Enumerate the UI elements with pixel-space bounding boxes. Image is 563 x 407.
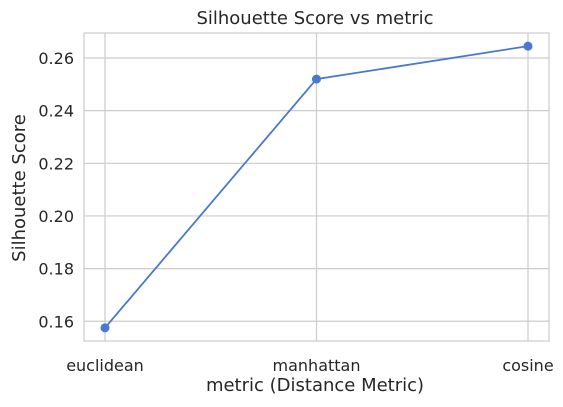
x-gridlines xyxy=(104,33,529,341)
y-tick-label: 0.16 xyxy=(38,312,74,331)
y-tick-label: 0.24 xyxy=(38,102,74,121)
data-point xyxy=(523,41,533,51)
y-tick-label: 0.18 xyxy=(38,260,74,279)
chart-title: Silhouette Score vs metric xyxy=(196,8,433,29)
x-tick-label: manhattan xyxy=(273,356,361,375)
x-axis-label: metric (Distance Metric) xyxy=(206,375,424,396)
y-axis-label: Silhouette Score xyxy=(9,114,30,262)
y-tick-labels: 0.16 0.18 0.20 0.22 0.24 0.26 xyxy=(38,49,74,331)
y-tick-label: 0.22 xyxy=(38,154,74,173)
y-tick-label: 0.26 xyxy=(38,49,74,68)
x-tick-label: euclidean xyxy=(66,356,144,375)
x-tick-labels: euclidean manhattan cosine xyxy=(66,356,553,375)
series-group xyxy=(100,41,533,333)
plot-frame xyxy=(83,32,550,342)
data-point xyxy=(100,323,110,333)
y-tick-label: 0.20 xyxy=(38,207,74,226)
x-tick-label: cosine xyxy=(502,356,553,375)
data-point xyxy=(312,74,321,84)
